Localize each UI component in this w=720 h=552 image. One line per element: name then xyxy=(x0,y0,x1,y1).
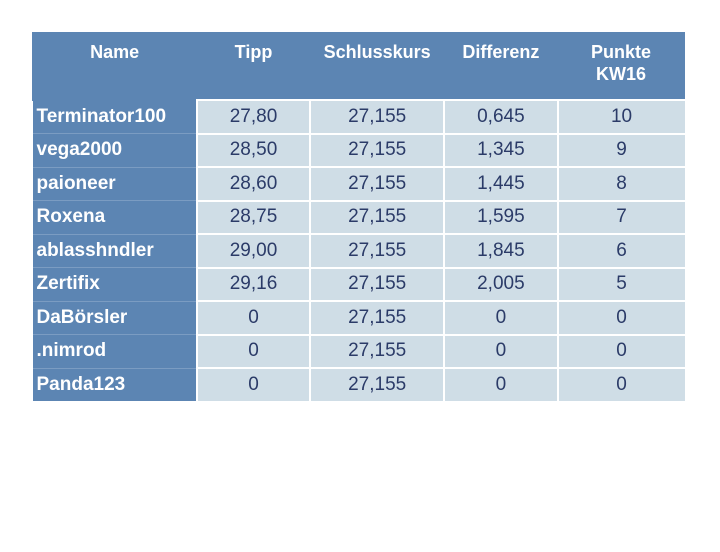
cell-punkte: 9 xyxy=(556,132,685,168)
cell-differenz: 0 xyxy=(443,367,559,401)
cell-tipp: 29,00 xyxy=(195,233,312,269)
cell-name: DaBörsler xyxy=(32,300,198,335)
cell-tipp: 28,50 xyxy=(195,132,312,168)
table-row: DaBörsler 0 27,155 0 0 xyxy=(32,300,685,336)
cell-schlusskurs: 27,155 xyxy=(309,99,446,135)
cell-name: paioneer xyxy=(32,166,198,201)
cell-punkte: 6 xyxy=(556,233,685,269)
cell-tipp: 0 xyxy=(195,333,312,369)
cell-schlusskurs: 27,155 xyxy=(309,233,446,269)
cell-differenz: 2,005 xyxy=(443,266,559,302)
table-row: paioneer 28,60 27,155 1,445 8 xyxy=(32,166,685,202)
table-row: Zertifix 29,16 27,155 2,005 5 xyxy=(32,266,685,302)
cell-differenz: 1,845 xyxy=(443,233,559,269)
table-row: Terminator100 27,80 27,155 0,645 10 xyxy=(32,99,685,135)
header-schlusskurs: Schlusskurs xyxy=(309,32,445,101)
cell-punkte: 5 xyxy=(556,266,685,302)
cell-punkte: 7 xyxy=(556,199,685,235)
table-row: .nimrod 0 27,155 0 0 xyxy=(32,333,685,369)
table-row: Panda123 0 27,155 0 0 xyxy=(32,367,685,401)
table-row: vega2000 28,50 27,155 1,345 9 xyxy=(32,132,685,168)
cell-punkte: 8 xyxy=(556,166,685,202)
cell-punkte: 0 xyxy=(556,333,685,369)
header-punkte: Punkte KW16 xyxy=(557,32,685,101)
table-row: ablasshndler 29,00 27,155 1,845 6 xyxy=(32,233,685,269)
cell-schlusskurs: 27,155 xyxy=(309,300,446,336)
cell-schlusskurs: 27,155 xyxy=(309,333,446,369)
cell-name: Terminator100 xyxy=(32,99,198,134)
cell-tipp: 0 xyxy=(195,300,312,336)
cell-differenz: 1,445 xyxy=(443,166,559,202)
cell-schlusskurs: 27,155 xyxy=(309,166,446,202)
cell-name: Roxena xyxy=(32,200,198,235)
cell-punkte: 0 xyxy=(556,300,685,336)
header-tipp: Tipp xyxy=(196,32,311,101)
cell-tipp: 28,75 xyxy=(195,199,312,235)
cell-name: Zertifix xyxy=(32,267,198,302)
cell-differenz: 1,595 xyxy=(443,199,559,235)
cell-schlusskurs: 27,155 xyxy=(309,266,446,302)
cell-schlusskurs: 27,155 xyxy=(309,199,446,235)
cell-name: ablasshndler xyxy=(32,233,198,268)
cell-schlusskurs: 27,155 xyxy=(309,132,446,168)
results-table: Name Tipp Schlusskurs Differenz Punkte KW16 … xyxy=(31,32,685,401)
cell-differenz: 1,345 xyxy=(443,132,559,168)
cell-name: .nimrod xyxy=(32,334,198,369)
cell-tipp: 27,80 xyxy=(195,99,312,135)
cell-tipp: 29,16 xyxy=(195,266,312,302)
cell-differenz: 0,645 xyxy=(443,99,559,135)
cell-tipp: 28,60 xyxy=(195,166,312,202)
header-name: Name xyxy=(31,32,198,101)
header-differenz: Differenz xyxy=(443,32,559,101)
cell-differenz: 0 xyxy=(443,333,559,369)
table-row: Roxena 28,75 27,155 1,595 7 xyxy=(32,199,685,235)
cell-name: vega2000 xyxy=(32,133,198,168)
cell-punkte: 0 xyxy=(556,367,685,401)
header-row: Name Tipp Schlusskurs Differenz Punkte KW16 xyxy=(31,32,685,101)
cell-name: Panda123 xyxy=(32,367,198,401)
cell-schlusskurs: 27,155 xyxy=(309,367,446,401)
cell-tipp: 0 xyxy=(195,367,312,401)
cell-punkte: 10 xyxy=(556,99,685,135)
cell-differenz: 0 xyxy=(443,300,559,336)
